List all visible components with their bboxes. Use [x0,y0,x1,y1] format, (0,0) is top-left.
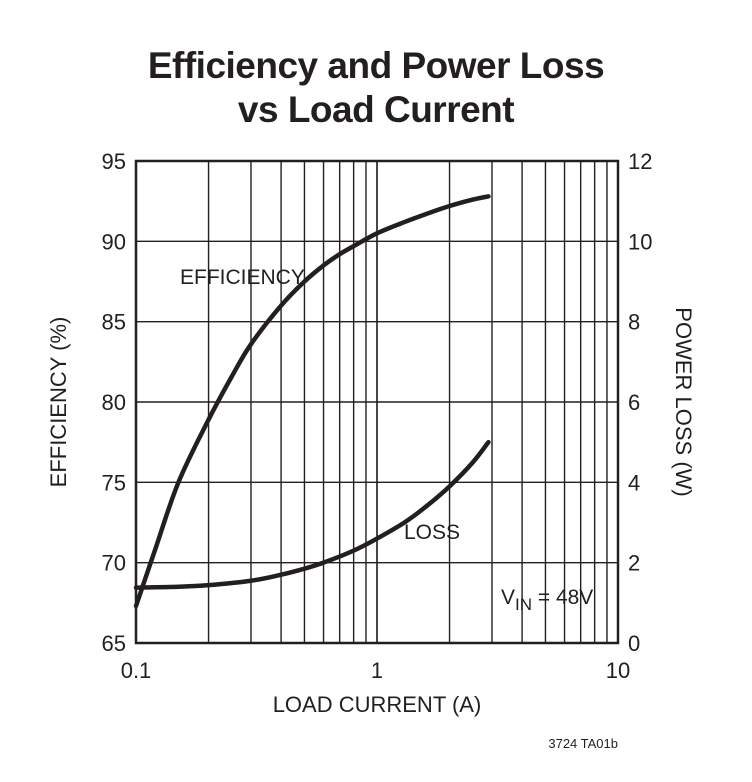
vin-v: V [501,586,515,609]
y-right-tick-label: 12 [628,149,652,174]
vin-subscript: IN [515,595,532,614]
x-tick-label: 1 [371,658,383,683]
y-left-tick-label: 95 [102,149,126,174]
x-axis-label: LOAD CURRENT (A) [273,692,482,717]
y-right-tick-label: 4 [628,470,640,495]
x-tick-label: 0.1 [121,658,152,683]
y-right-tick-label: 0 [628,631,640,656]
vin-value: = 48V [532,586,593,609]
tick-labels: 65 70 75 80 85 90 95 0 2 4 6 8 10 12 0.1 1 10 [102,149,653,683]
series-line-loss [133,439,491,590]
series-line-efficiency [133,194,491,609]
y-axis-left-label: EFFICIENCY (%) [46,317,71,488]
y-right-tick-label: 2 [628,551,640,576]
y-right-tick-label: 8 [628,310,640,335]
y-right-tick-label: 10 [628,229,652,254]
chart-title-line1: Efficiency and Power Loss [147,45,605,86]
series-label-efficiency: EFFICIENCY [180,266,305,289]
y-axis-right-label: POWER LOSS (W) [671,307,696,496]
figure-id: 3724 TA01b [548,736,618,751]
curves [133,194,491,609]
y-left-tick-label: 75 [102,470,126,495]
grid [136,161,618,643]
y-left-tick-label: 80 [102,390,126,415]
y-left-tick-label: 65 [102,631,126,656]
chart-title-line2: vs Load Current [237,89,515,130]
plot-frame [134,159,620,645]
y-right-tick-label: 6 [628,390,640,415]
series-label-loss: LOSS [404,521,460,544]
y-left-tick-label: 90 [102,229,126,254]
y-left-tick-label: 70 [102,551,126,576]
x-tick-label: 10 [606,658,630,683]
y-left-tick-label: 85 [102,310,126,335]
vin-annotation: VIN = 48V [501,586,593,614]
